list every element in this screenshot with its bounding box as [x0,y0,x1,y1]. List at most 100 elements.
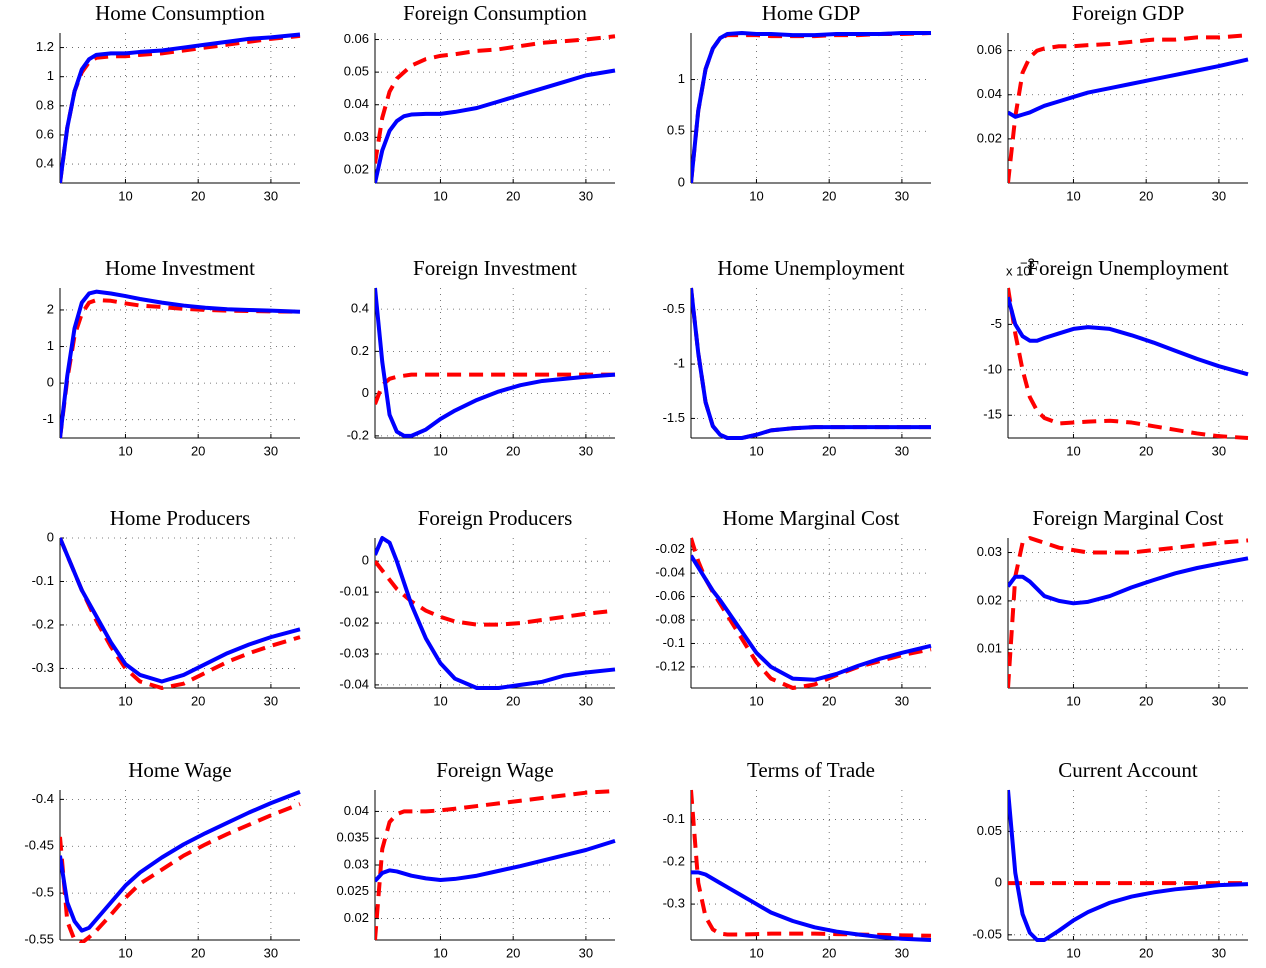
panel: Home Consumption 10 20 30 0.4 0.6 0.8 1 1.2 [36,1,301,203]
y-tick-label: -10 [983,361,1002,376]
y-tick-label: 0.5 [667,123,685,138]
y-tick-label: 1 [47,338,54,353]
x-tick-label: 10 [1066,693,1080,708]
y-tick-label: 0.6 [36,126,54,141]
x-tick-label: 30 [1212,443,1226,458]
y-tick-label: -0.05 [972,926,1002,941]
y-tick-label: 0.4 [36,156,54,171]
x-tick-label: 20 [506,693,520,708]
x-tick-label: 30 [1212,188,1226,203]
y-tick-label: 0 [47,529,54,544]
y-tick-label: 0.06 [977,42,1002,57]
x-tick-label: 20 [191,188,205,203]
series-line [1008,556,1249,606]
y-tick-label: 0.05 [977,823,1002,838]
panel: Foreign Producers 10 20 30 -0.04 -0.03 -0.02 -0… [339,506,616,708]
y-tick-label: -0.04 [655,565,685,580]
y-tick-label: 0.04 [344,96,369,111]
x-tick-label: 30 [579,693,593,708]
panel-title: Home Producers [110,506,251,530]
y-tick-label: -0.02 [655,541,685,556]
series-line [691,789,932,938]
plot-area [1008,287,1249,440]
y-tick-label: -0.2 [663,853,685,868]
y-tick-label: -0.4 [32,791,54,806]
x-tick-label: 10 [118,443,132,458]
x-tick-label: 30 [579,945,593,960]
plot-area [60,289,301,439]
y-tick-label: -0.01 [339,584,369,599]
y-tick-label: 1 [47,68,54,83]
series-line [60,790,301,933]
x-tick-label: 30 [264,945,278,960]
y-tick-label: 0 [995,875,1002,890]
series-line [60,298,301,439]
y-tick-label: -0.5 [32,885,54,900]
x-tick-label: 30 [895,188,909,203]
y-tick-label: 0.02 [977,130,1002,145]
y-tick-label: 1.2 [36,39,54,54]
x-tick-label: 30 [1212,945,1226,960]
plot-area [375,287,616,438]
x-tick-label: 20 [1139,693,1153,708]
x-tick-label: 10 [749,693,763,708]
y-tick-label: 0.04 [977,86,1002,101]
series-line [691,287,931,440]
y-tick-label: -15 [983,407,1002,422]
x-tick-label: 20 [506,945,520,960]
y-tick-label: -0.2 [347,427,369,442]
panel-title: Foreign Producers [418,506,573,530]
y-tick-label: 0 [362,385,369,400]
x-tick-label: 10 [1066,188,1080,203]
panel-title: Home Investment [105,256,255,280]
series-line [691,31,932,184]
y-tick-label: -0.04 [339,676,369,691]
panel-title: Terms of Trade [747,758,875,782]
series-line [375,536,616,690]
x-tick-label: 20 [506,188,520,203]
x-tick-label: 10 [433,188,447,203]
x-tick-label: 10 [1066,443,1080,458]
y-tick-label: 0.03 [344,856,369,871]
y-tick-label: 0.03 [344,129,369,144]
y-tick-label: -0.3 [663,896,685,911]
x-tick-label: 30 [895,443,909,458]
plot-area [691,789,932,942]
series-line [1008,296,1249,377]
y-tick-label: -0.02 [339,614,369,629]
x-tick-label: 30 [264,188,278,203]
y-tick-label: -0.55 [24,931,54,946]
y-tick-label: 0.4 [351,301,369,316]
y-multiplier-power: −3 [1020,255,1035,270]
x-tick-label: 10 [118,945,132,960]
panel: Current Account 10 20 30 -0.05 0 0.05 [972,758,1249,960]
y-tick-label: -0.12 [655,658,685,673]
series-line [691,31,931,184]
series-line [375,789,616,941]
y-tick-label: -0.1 [663,811,685,826]
plot-area [1008,33,1249,184]
x-tick-label: 30 [1212,693,1226,708]
x-tick-label: 20 [822,693,836,708]
y-tick-label: -0.06 [655,588,685,603]
y-tick-label: -0.45 [24,838,54,853]
series-line [60,33,301,184]
plot-area [375,789,616,941]
panel-title: Current Account [1058,758,1198,782]
y-tick-label: -5 [990,316,1002,331]
y-tick-label: 1 [678,71,685,86]
plot-area [60,32,301,184]
plot-area [691,537,932,690]
plot-area [691,287,931,440]
panel-title: Foreign GDP [1072,1,1185,25]
series-line [60,289,301,439]
plot-area [1008,536,1249,689]
panel: Foreign Consumption 10 20 30 0.02 0.03 0.04 0.0… [344,1,616,203]
x-tick-label: 10 [118,693,132,708]
y-tick-label: 0 [678,174,685,189]
y-tick-label: -0.1 [663,635,685,650]
plot-area [375,34,616,184]
x-tick-label: 20 [191,443,205,458]
